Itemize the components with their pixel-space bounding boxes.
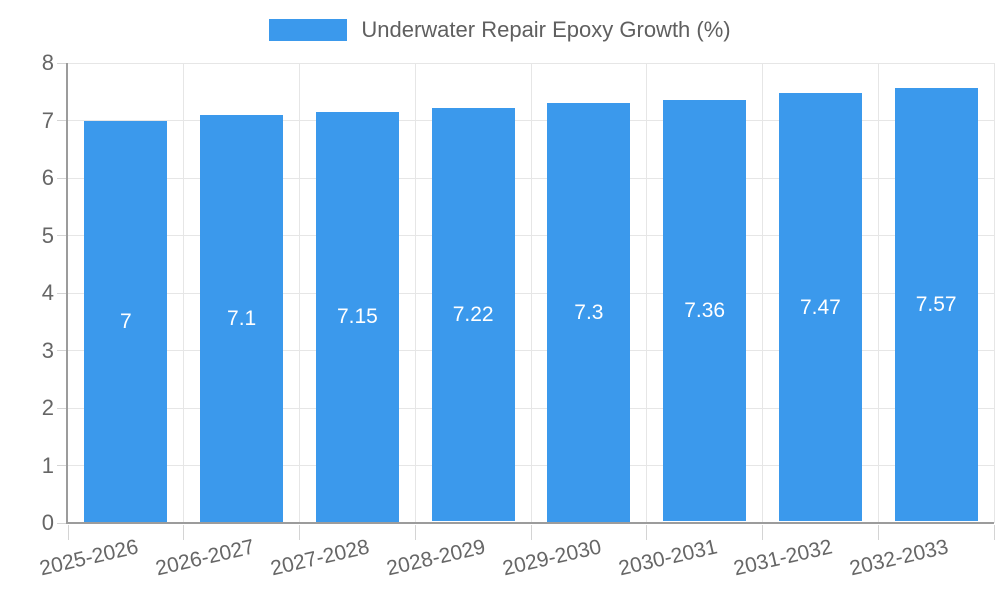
y-axis-tick-label: 2 (41, 395, 54, 420)
bar-value-label: 7.15 (336, 305, 378, 329)
y-axis-tick (57, 177, 68, 179)
legend: Underwater Repair Epoxy Growth (%) (0, 17, 1000, 43)
legend-label: Underwater Repair Epoxy Growth (%) (361, 17, 731, 42)
y-axis-tick (57, 235, 68, 236)
legend-swatch (269, 19, 348, 41)
bar (663, 99, 747, 522)
y-axis-line (66, 63, 68, 523)
gridline-vertical (877, 63, 879, 523)
gridline-vertical (762, 63, 763, 523)
y-axis-tick (57, 350, 68, 351)
y-axis-tick-label: 0 (41, 510, 54, 535)
bar-value-label: 7.36 (684, 299, 726, 323)
bar-value-label: 7.47 (799, 296, 841, 320)
x-axis-tick (877, 525, 879, 540)
y-axis-tick (57, 120, 68, 121)
x-axis-tick (67, 525, 69, 540)
gridline-vertical (299, 63, 300, 523)
x-axis-tick (299, 525, 300, 540)
gridline-vertical (646, 63, 648, 523)
x-axis-label: 2030-2031 (616, 535, 720, 581)
x-axis-label: 2032-2033 (847, 535, 951, 581)
x-axis-tick (530, 525, 532, 540)
bar-value-label: 7.57 (915, 293, 957, 317)
y-axis-tick (57, 292, 68, 294)
y-axis-tick (57, 522, 68, 524)
x-axis-label: 2025-2026 (37, 535, 141, 581)
y-axis-tick (57, 62, 68, 64)
x-axis-label: 2029-2030 (500, 535, 604, 581)
bar (894, 87, 978, 522)
x-axis-label: 2028-2029 (384, 535, 488, 581)
bar-value-label: 7.22 (452, 303, 494, 327)
x-axis-label: 2026-2027 (153, 535, 257, 581)
gridline-vertical (993, 63, 995, 523)
y-axis-tick-label: 8 (41, 50, 54, 75)
y-axis-tick-label: 7 (41, 107, 54, 133)
x-axis-label: 2031-2032 (731, 535, 835, 581)
y-axis-tick-label: 4 (41, 280, 54, 305)
x-axis-tick (414, 525, 416, 540)
y-axis-tick (57, 407, 68, 409)
x-axis-label: 2027-2028 (268, 535, 372, 581)
gridline-vertical (183, 63, 185, 523)
bar (200, 114, 284, 522)
y-axis-tick-label: 6 (41, 165, 54, 190)
bar-value-label: 7.3 (574, 301, 604, 325)
bar (547, 103, 631, 522)
gridline-vertical (414, 63, 416, 523)
bar (84, 120, 168, 522)
bar (315, 111, 399, 522)
x-axis-tick (646, 525, 648, 540)
gridline-vertical (530, 63, 532, 523)
x-axis-tick (993, 525, 995, 540)
y-axis-tick (57, 465, 68, 466)
bar (778, 93, 862, 522)
y-axis-tick-label: 3 (41, 337, 54, 363)
bar (431, 107, 515, 522)
x-axis-tick (762, 525, 763, 540)
y-axis-tick-label: 5 (41, 222, 54, 248)
y-axis-tick-label: 1 (41, 452, 54, 478)
legend-item[interactable]: Underwater Repair Epoxy Growth (%) (269, 17, 731, 43)
x-axis-line (66, 522, 994, 524)
bar-value-label: 7.1 (227, 306, 257, 330)
x-axis-tick (183, 525, 185, 540)
bar-value-label: 7 (120, 309, 132, 333)
